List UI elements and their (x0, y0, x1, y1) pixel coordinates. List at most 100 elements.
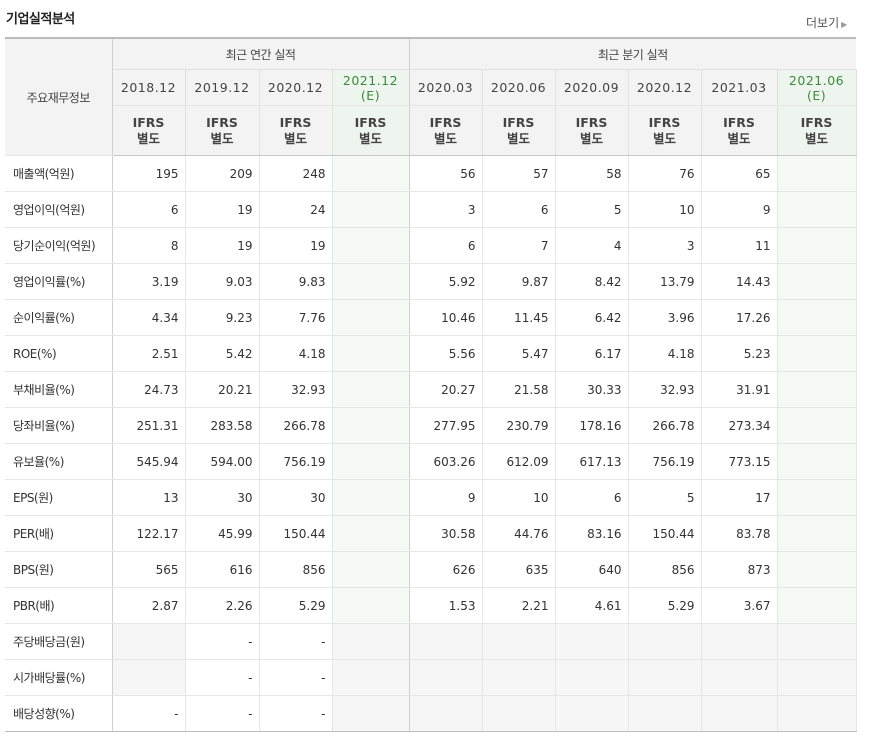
table-cell (777, 407, 857, 444)
table-cell: 4.34 (112, 299, 186, 336)
table-cell (332, 191, 410, 228)
table-cell: 5 (555, 191, 629, 228)
accounting-standard: IFRS (723, 114, 755, 130)
accounting-standard: IFRS (502, 114, 535, 130)
table-cell: 19 (259, 227, 333, 264)
table-cell (777, 623, 857, 660)
accounting-type: IFRS 별도 (112, 105, 186, 156)
table-cell: 873 (701, 551, 778, 588)
accounting-standard: IFRS (132, 114, 165, 130)
table-cell: - (185, 659, 260, 696)
table-cell: 773.15 (701, 443, 778, 480)
table-cell: 5.23 (701, 335, 778, 372)
table-cell (112, 623, 186, 660)
table-cell: 56 (409, 155, 483, 192)
table-cell (777, 191, 857, 228)
table-cell: - (185, 623, 260, 660)
table-cell: 45.99 (185, 515, 260, 552)
table-cell (701, 623, 778, 660)
accounting-basis: 별도 (210, 130, 234, 146)
table-cell: 31.91 (701, 371, 778, 408)
period-label: 2021.12 (342, 72, 399, 88)
period-label: 2020.12 (267, 80, 324, 95)
table-cell (555, 623, 629, 660)
table-row: 매출액(억원) 195 209 248 56 57 58 76 65 (5, 155, 857, 192)
table-cell (332, 551, 410, 588)
table-cell: 594.00 (185, 443, 260, 480)
period-label: 2020.12 (636, 80, 693, 95)
table-cell: 150.44 (628, 515, 702, 552)
table-cell: 6 (112, 191, 186, 228)
row-label: 주당배당금(원) (5, 623, 113, 660)
accounting-basis: 별도 (805, 130, 829, 146)
table-cell: 2.51 (112, 335, 186, 372)
table-cell: 8 (112, 227, 186, 264)
accounting-type: IFRS 별도 (555, 105, 629, 156)
table-cell (409, 695, 483, 732)
table-cell (777, 227, 857, 264)
more-link[interactable]: 더보기 ▶ (806, 14, 847, 31)
table-cell (777, 263, 857, 300)
table-cell: 4.18 (628, 335, 702, 372)
table-cell: 4 (555, 227, 629, 264)
table-cell: 30.58 (409, 515, 483, 552)
accounting-type: IFRS 별도 (777, 105, 857, 156)
table-row: 당기순이익(억원) 8 19 19 6 7 4 3 11 (5, 227, 857, 264)
table-cell: 612.09 (482, 443, 556, 480)
table-cell: 57 (482, 155, 556, 192)
table-cell: 5.42 (185, 335, 260, 372)
table-cell (332, 335, 410, 372)
table-cell: 19 (185, 191, 260, 228)
row-label: 유보율(%) (5, 443, 113, 480)
table-cell (332, 587, 410, 624)
table-cell: 9.87 (482, 263, 556, 300)
table-cell: 5.29 (259, 587, 333, 624)
table-cell: 30.33 (555, 371, 629, 408)
table-cell: 30 (259, 479, 333, 516)
accounting-basis: 별도 (358, 130, 382, 146)
table-cell: 856 (628, 551, 702, 588)
table-cell: 6.17 (555, 335, 629, 372)
period-header: 2021.06 (E) (777, 69, 857, 106)
table-row: BPS(원) 565 616 856 626 635 640 856 873 (5, 551, 857, 588)
table-cell: 4.18 (259, 335, 333, 372)
period-label: 2018.12 (120, 80, 177, 95)
row-label: PBR(배) (5, 587, 113, 624)
table-cell: 4.61 (555, 587, 629, 624)
accounting-basis: 별도 (433, 130, 457, 146)
table-cell (628, 695, 702, 732)
accounting-type: IFRS 별도 (332, 105, 410, 156)
table-cell (332, 299, 410, 336)
table-row: EPS(원) 13 30 30 9 10 6 5 17 (5, 479, 857, 516)
table-cell: 14.43 (701, 263, 778, 300)
table-cell: 9 (701, 191, 778, 228)
table-cell: 2.21 (482, 587, 556, 624)
estimate-marker: (E) (806, 87, 827, 103)
table-cell: 266.78 (259, 407, 333, 444)
table-row: 배당성향(%) - - - (5, 695, 857, 732)
table-cell: 616 (185, 551, 260, 588)
financial-table: 주요재무정보 최근 연간 실적 최근 분기 실적 2018.12 2019.12 2… (5, 37, 857, 732)
table-cell: 150.44 (259, 515, 333, 552)
table-cell (332, 443, 410, 480)
table-cell: 20.21 (185, 371, 260, 408)
accounting-standard: IFRS (354, 114, 387, 130)
table-cell: 83.78 (701, 515, 778, 552)
table-cell (701, 659, 778, 696)
table-cell: 283.58 (185, 407, 260, 444)
table-cell: - (259, 659, 333, 696)
accounting-basis: 별도 (727, 130, 751, 146)
period-label: 2020.03 (417, 80, 474, 95)
table-row: 주당배당금(원) - - (5, 623, 857, 660)
table-cell: 617.13 (555, 443, 629, 480)
accounting-basis: 별도 (136, 130, 160, 146)
table-cell: 273.34 (701, 407, 778, 444)
accounting-type: IFRS 별도 (701, 105, 778, 156)
table-row: 부채비율(%) 24.73 20.21 32.93 20.27 21.58 30.33 32.… (5, 371, 857, 408)
table-cell: 8.42 (555, 263, 629, 300)
more-label: 더보기 (806, 16, 840, 30)
table-cell (777, 155, 857, 192)
row-label: 당기순이익(억원) (5, 227, 113, 264)
table-cell: 11.45 (482, 299, 556, 336)
table-cell (482, 659, 556, 696)
